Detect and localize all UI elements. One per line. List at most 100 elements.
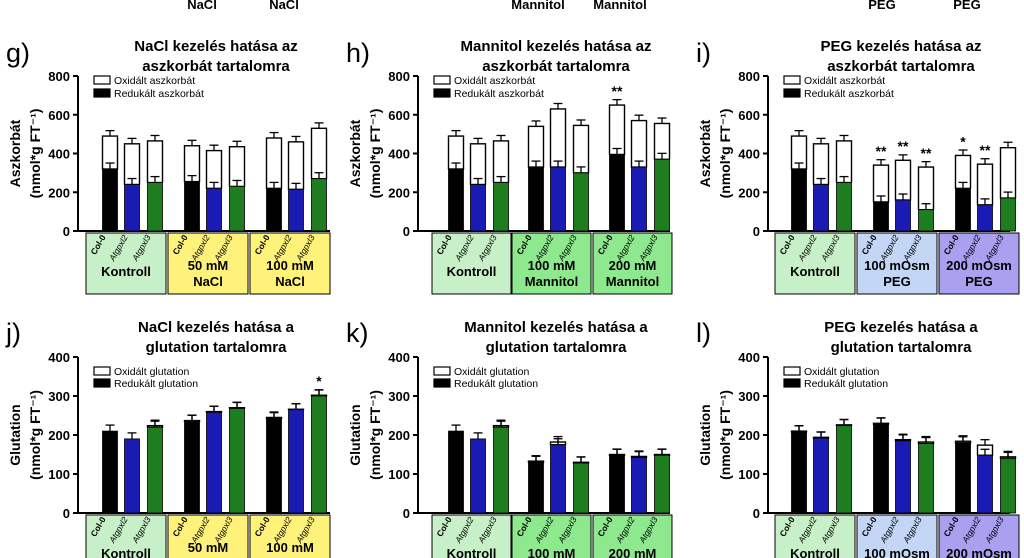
- group-label: 100 mM: [528, 546, 576, 558]
- bar-reduced: [470, 184, 486, 232]
- group-label: Mannitol: [525, 274, 578, 289]
- bar-reduced: [206, 187, 222, 232]
- bar-reduced: [550, 444, 566, 514]
- y-tick-label: 300: [388, 389, 410, 404]
- top-strip-label: Mannitol: [511, 0, 564, 12]
- bar-oxidized: [572, 124, 590, 174]
- group-label: 100 mM: [528, 258, 576, 273]
- y-axis-label: (nmol*g FT⁻¹): [367, 390, 383, 480]
- bar-reduced: [977, 454, 993, 514]
- legend-label: Redukált aszkorbát: [804, 88, 894, 100]
- bar-reduced: [573, 462, 589, 514]
- legend-label: Redukált glutation: [804, 378, 888, 390]
- chart-title: aszkorbát tartalomra: [482, 58, 630, 75]
- y-axis-label: (nmol*g FT⁻¹): [717, 390, 733, 480]
- group-box: [938, 514, 1020, 558]
- group-label: 100 mM: [266, 258, 314, 273]
- bar-reduced: [470, 438, 486, 514]
- bar-reduced: [918, 443, 934, 514]
- y-tick-label: 600: [738, 108, 760, 123]
- chart-panel-j: j) NaCl kezelés hatása a glutation tartalo…: [5, 318, 331, 558]
- chart-title: NaCl kezelés hatása az: [134, 38, 297, 55]
- bar-reduced: [791, 431, 807, 514]
- y-tick-label: 400: [738, 350, 760, 365]
- panel-label: h): [346, 38, 370, 68]
- bar-reduced: [311, 178, 327, 232]
- group-label: NaCl: [275, 274, 305, 289]
- chart-title: glutation tartalomra: [831, 339, 973, 356]
- y-axis-label: Glutation: [697, 404, 713, 465]
- bar-oxidized: [630, 119, 648, 168]
- group-box: [774, 232, 856, 295]
- group-box: [938, 232, 1020, 295]
- group-box: [592, 232, 673, 295]
- legend-label: Redukált glutation: [114, 378, 198, 390]
- y-axis-label: Aszkorbát: [697, 119, 713, 187]
- bar-reduced: [873, 423, 889, 514]
- y-tick-label: 600: [48, 108, 70, 123]
- y-axis-label: (nmol*g FT⁻¹): [367, 109, 383, 199]
- chart-panel-k: k) Mannitol kezelés hatása a glutation tar…: [346, 318, 673, 558]
- bar-reduced: [873, 201, 889, 232]
- bar-reduced: [813, 437, 829, 514]
- y-tick-label: 100: [48, 467, 70, 482]
- legend-swatch-oxidized: [783, 366, 801, 376]
- bar-reduced: [448, 168, 464, 232]
- y-tick-label: 300: [738, 389, 760, 404]
- y-tick-label: 400: [48, 147, 70, 162]
- group-label: 100 mM: [266, 540, 314, 555]
- chart-title: glutation tartalomra: [146, 339, 288, 356]
- bar-reduced: [609, 454, 625, 514]
- group-label: Mannitol: [606, 274, 659, 289]
- y-tick-label: 200: [48, 185, 70, 200]
- bar-reduced: [229, 186, 245, 232]
- bar-reduced: [102, 168, 118, 232]
- legend-swatch-oxidized: [433, 75, 451, 85]
- y-tick-label: 400: [388, 147, 410, 162]
- group-label: 200 mM: [609, 258, 657, 273]
- y-tick-label: 0: [403, 224, 410, 239]
- chart-title: aszkorbát tartalomra: [142, 58, 290, 75]
- legend-swatch-oxidized: [433, 366, 451, 376]
- bar-reduced: [550, 166, 566, 232]
- chart-panel-h: h) Mannitol kezelés hatása az aszkorbát ta…: [346, 38, 673, 295]
- group-box: [511, 232, 592, 295]
- y-tick-label: 200: [388, 428, 410, 443]
- significance-mark: **: [612, 83, 623, 99]
- legend-label: Oxidált glutation: [804, 366, 879, 378]
- y-axis-label: (nmol*g FT⁻¹): [27, 109, 43, 199]
- panel-label: l): [696, 318, 711, 348]
- chart-title: NaCl kezelés hatása a: [138, 319, 295, 336]
- chart-panel-g: g) NaCl kezelés hatása az aszkorbát tartal…: [6, 38, 331, 295]
- group-box: [85, 514, 167, 558]
- bar-reduced: [791, 168, 807, 232]
- legend-label: Oxidált aszkorbát: [114, 75, 195, 87]
- y-axis-label: Glutation: [347, 404, 363, 465]
- group-box: [511, 514, 592, 558]
- bar-reduced: [266, 418, 282, 514]
- group-label: NaCl: [193, 274, 223, 289]
- y-axis-label: (nmol*g FT⁻¹): [717, 109, 733, 199]
- bar-reduced: [288, 409, 304, 514]
- y-tick-label: 200: [738, 185, 760, 200]
- bar-reduced: [124, 438, 140, 514]
- group-label: PEG: [883, 274, 910, 289]
- y-tick-label: 0: [403, 506, 410, 521]
- legend-label: Oxidált aszkorbát: [804, 75, 885, 87]
- bar-reduced: [493, 426, 509, 514]
- legend-swatch-reduced: [783, 88, 801, 98]
- bar-reduced: [918, 209, 934, 232]
- bar-reduced: [493, 182, 509, 232]
- y-tick-label: 0: [753, 506, 760, 521]
- legend-swatch-oxidized: [783, 75, 801, 85]
- y-tick-label: 200: [388, 185, 410, 200]
- legend-swatch-oxidized: [93, 75, 111, 85]
- group-box: [592, 514, 673, 558]
- bar-reduced: [147, 426, 163, 514]
- group-label: Kontroll: [101, 546, 151, 558]
- group-label: 200 mOsm: [946, 546, 1012, 558]
- y-tick-label: 0: [63, 224, 70, 239]
- y-axis-label: Aszkorbát: [7, 119, 23, 187]
- group-label: Kontroll: [447, 546, 497, 558]
